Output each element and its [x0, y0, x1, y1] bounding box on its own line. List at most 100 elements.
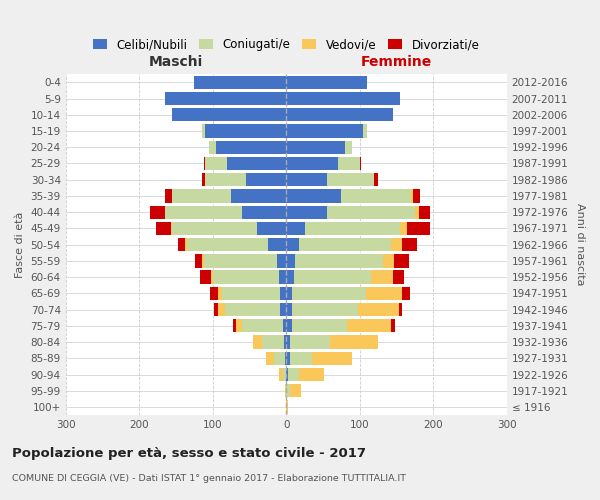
- Y-axis label: Fasce di età: Fasce di età: [15, 212, 25, 278]
- Bar: [165, 92, 286, 105]
- Bar: [400, 222, 407, 235]
- Bar: [290, 336, 331, 348]
- Bar: [172, 190, 231, 202]
- Bar: [364, 124, 367, 138]
- Y-axis label: Anni di nascita: Anni di nascita: [575, 204, 585, 286]
- Bar: [391, 319, 395, 332]
- Bar: [290, 352, 312, 365]
- Bar: [268, 238, 286, 252]
- Bar: [202, 173, 205, 186]
- Bar: [415, 206, 419, 219]
- Bar: [150, 206, 165, 219]
- Bar: [292, 319, 347, 332]
- Bar: [360, 157, 361, 170]
- Bar: [286, 286, 292, 300]
- Bar: [283, 368, 286, 381]
- Bar: [341, 190, 411, 202]
- Bar: [286, 384, 290, 398]
- Bar: [204, 254, 277, 268]
- Text: Popolazione per età, sesso e stato civile - 2017: Popolazione per età, sesso e stato civil…: [12, 448, 366, 460]
- Bar: [218, 303, 225, 316]
- Text: Femmine: Femmine: [361, 56, 432, 70]
- Bar: [391, 238, 403, 252]
- Bar: [347, 319, 391, 332]
- Bar: [236, 319, 242, 332]
- Bar: [403, 286, 410, 300]
- Bar: [185, 238, 187, 252]
- Bar: [299, 238, 391, 252]
- Bar: [285, 384, 286, 398]
- Text: Maschi: Maschi: [149, 56, 203, 70]
- Bar: [326, 173, 374, 186]
- Bar: [200, 270, 211, 284]
- Bar: [393, 270, 404, 284]
- Bar: [233, 319, 236, 332]
- Bar: [286, 303, 292, 316]
- Bar: [172, 222, 257, 235]
- Bar: [284, 336, 286, 348]
- Bar: [383, 254, 394, 268]
- Bar: [290, 384, 301, 398]
- Bar: [407, 222, 430, 235]
- Bar: [242, 206, 286, 219]
- Bar: [202, 124, 205, 138]
- Bar: [171, 222, 172, 235]
- Bar: [312, 352, 352, 365]
- Bar: [217, 140, 286, 154]
- Bar: [292, 303, 358, 316]
- Bar: [266, 352, 274, 365]
- Bar: [187, 238, 268, 252]
- Bar: [211, 286, 218, 300]
- Bar: [286, 270, 293, 284]
- Bar: [218, 286, 221, 300]
- Bar: [165, 190, 172, 202]
- Bar: [286, 140, 345, 154]
- Bar: [419, 206, 430, 219]
- Bar: [262, 336, 284, 348]
- Bar: [285, 352, 286, 365]
- Bar: [286, 206, 326, 219]
- Bar: [231, 190, 286, 202]
- Bar: [299, 368, 325, 381]
- Bar: [165, 206, 242, 219]
- Bar: [283, 319, 286, 332]
- Bar: [345, 140, 352, 154]
- Bar: [293, 270, 371, 284]
- Bar: [205, 157, 227, 170]
- Bar: [209, 140, 217, 154]
- Bar: [413, 190, 420, 202]
- Bar: [253, 336, 262, 348]
- Bar: [286, 352, 290, 365]
- Bar: [280, 303, 286, 316]
- Bar: [214, 303, 218, 316]
- Bar: [286, 124, 364, 138]
- Bar: [274, 352, 285, 365]
- Bar: [257, 222, 286, 235]
- Bar: [286, 368, 287, 381]
- Bar: [365, 286, 403, 300]
- Legend: Celibi/Nubili, Coniugati/e, Vedovi/e, Divorziati/e: Celibi/Nubili, Coniugati/e, Vedovi/e, Di…: [90, 36, 482, 54]
- Bar: [246, 173, 286, 186]
- Bar: [286, 173, 326, 186]
- Bar: [212, 270, 279, 284]
- Bar: [204, 157, 205, 170]
- Bar: [286, 92, 400, 105]
- Bar: [286, 222, 305, 235]
- Bar: [227, 157, 286, 170]
- Bar: [202, 254, 204, 268]
- Bar: [279, 270, 286, 284]
- Bar: [280, 286, 286, 300]
- Bar: [221, 286, 280, 300]
- Bar: [194, 76, 286, 89]
- Bar: [205, 124, 286, 138]
- Bar: [358, 303, 398, 316]
- Bar: [292, 286, 365, 300]
- Bar: [411, 190, 413, 202]
- Bar: [286, 400, 287, 413]
- Bar: [286, 319, 292, 332]
- Bar: [305, 222, 400, 235]
- Bar: [394, 254, 409, 268]
- Bar: [286, 238, 299, 252]
- Bar: [178, 238, 185, 252]
- Bar: [295, 254, 383, 268]
